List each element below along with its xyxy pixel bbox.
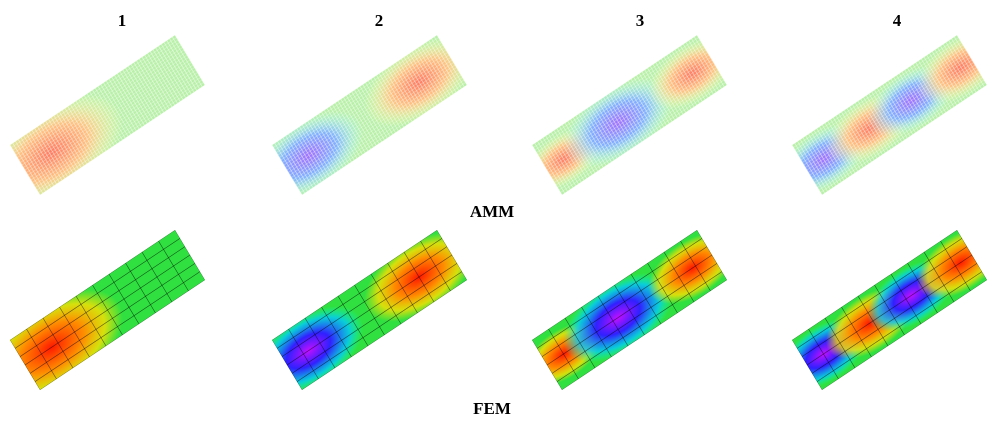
panels [0,17,1004,426]
mode-panel [514,23,748,203]
mode-panel [767,212,1004,404]
grid-line [287,255,452,365]
surface [514,23,748,203]
column-label: 1 [118,11,127,30]
grid-line [547,255,712,365]
surface [238,214,489,413]
surface [767,212,1004,404]
grid-line [25,255,190,365]
column-label: 2 [375,11,384,30]
row-label: FEM [473,399,511,418]
mode-panel [0,35,205,234]
mesh-line [547,60,712,170]
grid-line [807,255,972,365]
surface [0,230,205,426]
surface [238,19,489,218]
column-label: 3 [636,11,645,30]
mode-panel [238,19,489,218]
mode-panel [0,230,205,426]
mesh-line [25,60,190,170]
column-label: 4 [893,11,902,30]
surface [514,218,748,398]
surface [767,17,1004,209]
mesh-line [807,60,972,170]
mesh-line [287,60,452,170]
mode-panel [514,218,748,398]
surface [0,35,205,234]
mode-panel [767,17,1004,209]
mode-panel [238,214,489,413]
row-label: AMM [470,202,514,221]
figure: 1 2 3 4 AMM FEM [0,0,1004,426]
